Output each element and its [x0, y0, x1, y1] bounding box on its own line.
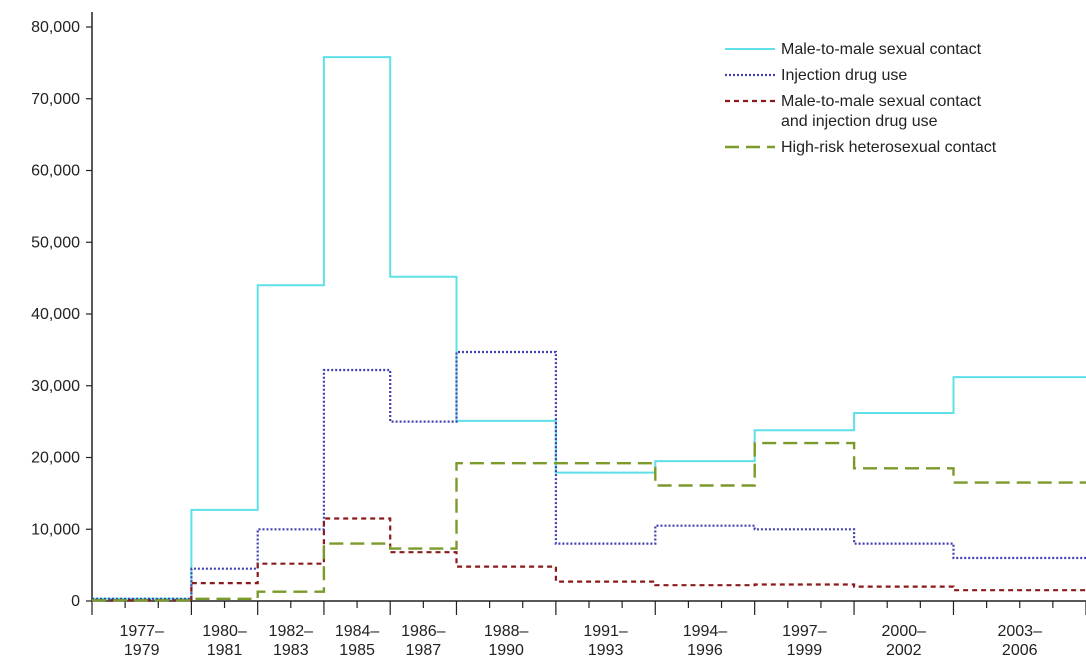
x-tick-label: 1982– [269, 623, 314, 640]
x-tick-label: 2000– [882, 623, 927, 640]
x-tick-label: 1994– [683, 623, 728, 640]
y-tick-label: 70,000 [31, 91, 80, 108]
series-line-2 [92, 350, 1086, 600]
y-tick-label: 50,000 [31, 234, 80, 251]
x-tick-label: 1999 [787, 642, 823, 659]
y-tick-label: 30,000 [31, 378, 80, 395]
legend-label: High-risk heterosexual contact [781, 139, 997, 156]
y-tick-label: 20,000 [31, 450, 80, 467]
series-line-4 [92, 441, 1086, 602]
x-tick-label: 1983 [273, 642, 309, 659]
x-tick-label: 2003– [997, 623, 1042, 640]
x-tick-label: 1979 [124, 642, 160, 659]
x-tick-label: 1986– [401, 623, 446, 640]
x-axis-group: 1977– 1979 1980– 1981 1982– 1983 1984– 1985 1986… [91, 600, 1086, 659]
x-tick-label: 2006 [1002, 642, 1038, 659]
legend-label: and injection drug use [781, 113, 938, 130]
x-tick-label: 2002 [886, 642, 922, 659]
x-tick-label: 1988– [484, 623, 529, 640]
y-tick-label: 0 [71, 593, 80, 610]
y-tick-label: 40,000 [31, 306, 80, 323]
x-tick-label: 1981 [207, 642, 243, 659]
series-line-1 [92, 56, 1086, 600]
x-tick-label: 1980– [202, 623, 247, 640]
legend: Male-to-male sexual contact Injection dru… [725, 41, 997, 156]
y-tick-label: 10,000 [31, 521, 80, 538]
legend-label: Male-to-male sexual contact [781, 93, 982, 110]
x-tick-label: 1991– [583, 623, 628, 640]
x-tick-label: 1990 [488, 642, 524, 659]
legend-label: Injection drug use [781, 67, 907, 84]
series-line-3 [92, 517, 1086, 602]
x-tick-label: 1977– [119, 623, 164, 640]
x-tick-label: 1985 [339, 642, 375, 659]
x-tick-label: 1987 [406, 642, 442, 659]
y-tick-label: 60,000 [31, 163, 80, 180]
x-tick-label: 1993 [588, 642, 624, 659]
x-tick-label: 1996 [687, 642, 723, 659]
series-group [92, 56, 1086, 602]
x-tick-label: 1997– [782, 623, 827, 640]
y-axis-group: 80,000 70,000 60,000 50,000 40,000 30,000 20,0… [31, 12, 93, 610]
y-tick-label: 80,000 [31, 19, 80, 36]
legend-label: Male-to-male sexual contact [781, 41, 982, 58]
x-tick-label: 1984– [335, 623, 380, 640]
